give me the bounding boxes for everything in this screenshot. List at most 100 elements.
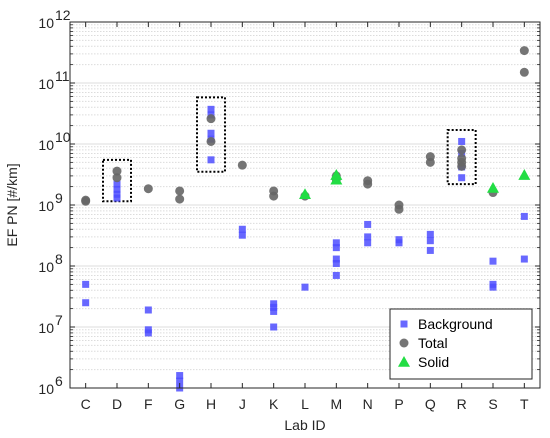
data-point-background	[426, 246, 434, 254]
data-point-background	[144, 306, 152, 314]
data-point-background	[176, 372, 184, 380]
y-tick-exponent: 11	[55, 68, 70, 84]
legend: Background Total Solid	[389, 308, 533, 380]
data-point-background	[489, 283, 497, 291]
x-axis-label: Lab ID	[284, 417, 325, 433]
data-point-background	[144, 329, 152, 337]
x-tick-label: G	[174, 396, 185, 412]
data-point-background	[426, 230, 434, 238]
legend-label-solid: Solid	[418, 354, 449, 370]
data-point-background	[113, 180, 121, 188]
x-tick-label: R	[457, 396, 467, 412]
x-tick-label: T	[520, 396, 529, 412]
data-point-total	[457, 161, 467, 171]
legend-marker-solid	[398, 356, 410, 367]
data-point-total	[519, 67, 529, 77]
data-point-background	[207, 129, 215, 137]
legend-item-solid: Solid	[398, 354, 449, 370]
y-tick-base: 10	[38, 320, 54, 336]
data-point-total	[175, 194, 185, 204]
y-tick-base: 10	[38, 137, 54, 153]
data-point-background	[458, 174, 466, 182]
data-point-background	[395, 239, 403, 247]
y-tick-label: 10 7	[38, 312, 63, 336]
legend-item-background: Background	[400, 316, 493, 332]
data-point-total	[206, 136, 216, 146]
data-point-background	[426, 237, 434, 245]
data-point-background	[207, 105, 215, 113]
y-axis-label: EF PN [#/km]	[4, 163, 20, 246]
legend-box	[389, 308, 533, 380]
highlight-boxes	[102, 96, 477, 203]
data-point-background	[113, 185, 121, 193]
data-point-total	[237, 160, 247, 170]
y-tick-label: 10 11	[38, 68, 69, 92]
data-point-background	[82, 280, 90, 288]
legend-item-total: Total	[399, 335, 448, 351]
data-point-background	[332, 244, 340, 252]
data-point-total	[206, 114, 216, 124]
highlight-box	[446, 128, 477, 186]
data-point-background	[458, 137, 466, 145]
legend-label-background: Background	[418, 316, 493, 332]
y-tick-base: 10	[38, 198, 54, 214]
x-tick-label: N	[363, 396, 373, 412]
data-point-total	[175, 186, 185, 196]
data-point-background	[364, 239, 372, 247]
x-tick-label: L	[301, 396, 309, 412]
data-point-background	[364, 233, 372, 241]
x-tick-label: D	[112, 396, 122, 412]
y-tick-exponent: 7	[55, 312, 63, 328]
x-tick-label: Q	[425, 396, 436, 412]
data-point-background	[82, 299, 90, 307]
y-tick-exponent: 8	[55, 251, 63, 267]
x-tick-label: K	[269, 396, 279, 412]
data-point-background	[270, 307, 278, 315]
x-tick-label: C	[81, 396, 91, 412]
y-tick-exponent: 6	[55, 373, 63, 389]
x-tick-label: F	[144, 396, 153, 412]
data-point-total	[363, 179, 373, 189]
data-point-background	[270, 303, 278, 311]
legend-marker-total	[399, 338, 409, 348]
data-point-total	[457, 145, 467, 155]
data-point-background	[332, 255, 340, 263]
data-point-total	[519, 46, 529, 56]
data-point-background	[270, 300, 278, 308]
y-tick-exponent: 9	[55, 190, 63, 206]
x-tick-label: S	[488, 396, 497, 412]
y-tick-base: 10	[38, 15, 54, 31]
y-tick-exponent: 12	[55, 7, 71, 23]
data-point-total	[112, 166, 122, 176]
axis-ticks	[70, 21, 540, 389]
data-point-background	[113, 190, 121, 198]
data-point-background	[489, 257, 497, 265]
data-point-total	[394, 204, 404, 214]
data-point-background	[332, 259, 340, 267]
x-tick-label: H	[206, 396, 216, 412]
data-point-solid	[330, 173, 343, 185]
series-solid	[299, 169, 531, 200]
data-point-total	[425, 157, 435, 167]
data-point-total	[143, 184, 153, 194]
data-point-background	[238, 225, 246, 233]
data-point-background	[238, 231, 246, 239]
legend-label-total: Total	[418, 335, 448, 351]
x-tick-label: J	[239, 396, 246, 412]
data-point-background	[520, 212, 528, 220]
data-point-background	[113, 194, 121, 202]
data-point-background	[520, 255, 528, 263]
data-point-total	[269, 191, 279, 201]
y-tick-base: 10	[38, 259, 54, 275]
y-tick-base: 10	[38, 76, 54, 92]
y-tick-label: 10 10	[38, 129, 70, 153]
highlight-box	[102, 158, 132, 203]
y-tick-label: 10 12	[38, 7, 70, 31]
data-point-total	[81, 196, 91, 206]
y-tick-exponent: 10	[55, 129, 71, 145]
data-point-total	[112, 173, 122, 183]
data-point-solid	[487, 181, 499, 193]
